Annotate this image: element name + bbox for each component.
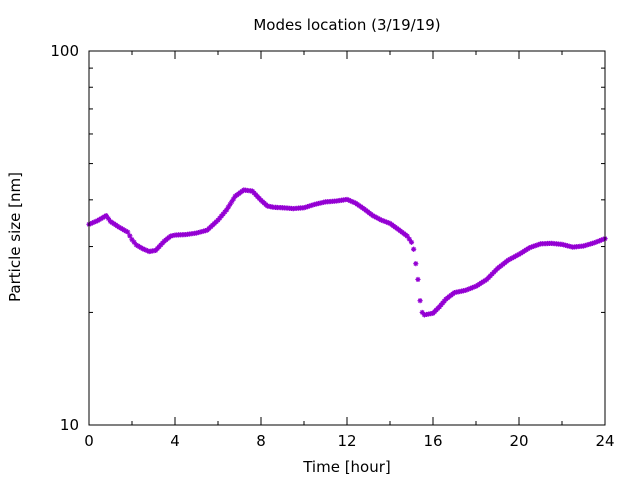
data-point [215, 217, 221, 223]
data-point [91, 219, 97, 225]
data-point [347, 198, 354, 204]
data-point [88, 220, 94, 227]
data-point [227, 201, 233, 208]
data-point [224, 207, 230, 213]
data-point [230, 196, 237, 202]
data-point [600, 236, 606, 242]
data-point [103, 212, 109, 219]
data-point [419, 309, 425, 316]
y-axis-label: Particle size [nm] [6, 172, 24, 302]
x-tick-label: 8 [256, 432, 266, 450]
data-point [217, 215, 223, 221]
data-point [143, 247, 149, 253]
x-tick-label: 20 [509, 432, 528, 450]
data-point [415, 276, 421, 283]
data-point [222, 209, 228, 215]
data-point [468, 285, 474, 291]
data-point [349, 199, 355, 205]
data-point [598, 237, 605, 243]
data-point [464, 287, 470, 293]
data-point [593, 239, 599, 245]
data-point [413, 261, 419, 267]
x-tick-label: 4 [170, 432, 180, 450]
data-point [466, 286, 472, 292]
data-points [86, 187, 608, 318]
data-point [218, 213, 225, 219]
data-point [591, 240, 597, 246]
data-point [131, 239, 137, 245]
data-point [346, 197, 352, 203]
x-tick-label: 16 [423, 432, 442, 450]
data-point [411, 246, 417, 252]
data-point [597, 238, 603, 244]
data-point [105, 215, 111, 222]
data-point [140, 246, 146, 252]
data-point [129, 237, 135, 243]
data-point [378, 217, 384, 223]
axis-ticks: 0 4 8 12 16 20 24 100 10 [50, 42, 614, 450]
data-point [229, 199, 235, 205]
data-point [404, 233, 410, 239]
data-point [527, 245, 533, 251]
data-point [408, 239, 415, 245]
data-point [144, 248, 151, 254]
data-point [380, 218, 386, 224]
data-point [125, 229, 131, 235]
data-point [382, 218, 388, 225]
data-point [383, 219, 390, 225]
data-point [462, 287, 468, 294]
x-tick-label: 24 [595, 432, 614, 450]
data-point [385, 220, 391, 226]
data-point [141, 246, 147, 253]
data-point [534, 242, 540, 248]
data-point [225, 204, 231, 210]
data-point [530, 243, 536, 249]
data-point [536, 241, 542, 248]
chart-title: Modes location (3/19/19) [253, 16, 440, 34]
y-tick-label: 10 [60, 416, 79, 434]
y-tick-label: 100 [50, 42, 79, 60]
x-axis-label: Time [hour] [302, 458, 391, 476]
data-point [469, 285, 476, 291]
data-point [528, 244, 535, 250]
data-point [89, 220, 96, 226]
plot-frame [88, 50, 606, 426]
data-point [417, 298, 423, 304]
data-point [93, 218, 99, 224]
x-tick-label: 12 [337, 432, 356, 450]
data-point [351, 199, 357, 205]
data-point [344, 196, 350, 203]
data-point [127, 233, 133, 239]
data-point [406, 236, 412, 242]
data-point [595, 238, 601, 245]
x-tick-label: 0 [84, 432, 94, 450]
data-point [532, 243, 538, 249]
data-point [220, 211, 226, 217]
data-point [471, 284, 477, 290]
